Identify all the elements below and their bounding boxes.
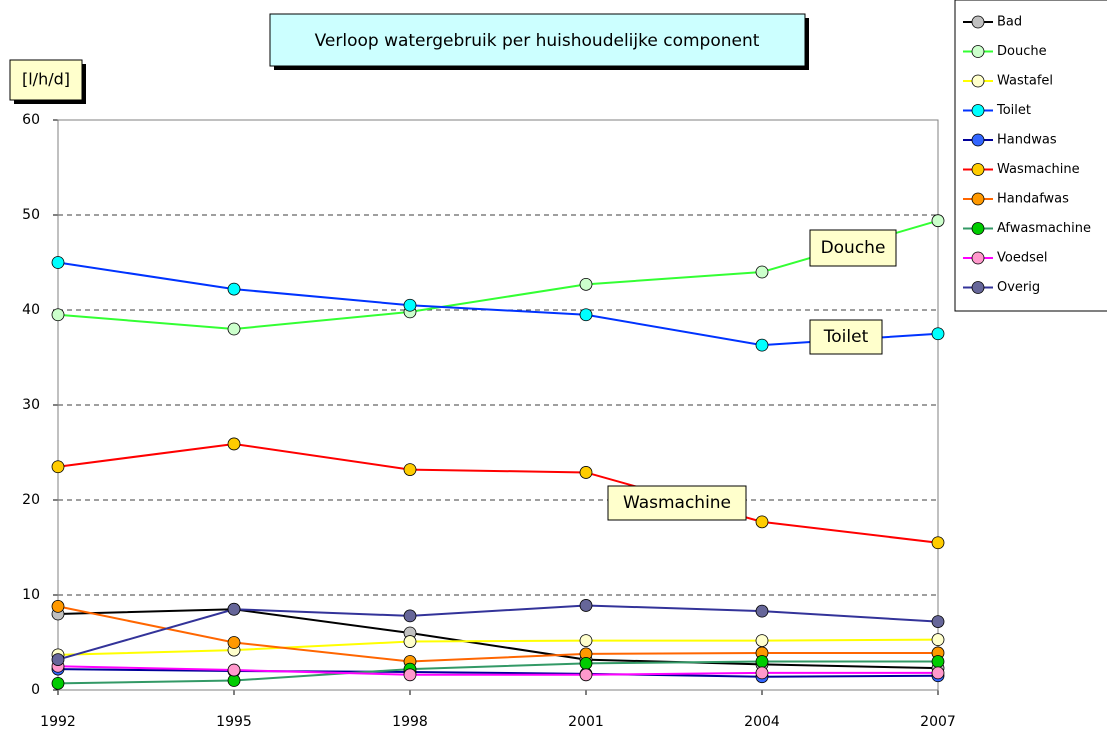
data-point	[227, 663, 241, 677]
x-tick-label: 2007	[920, 714, 956, 730]
series-line	[57, 608, 939, 670]
legend-marker	[971, 192, 985, 206]
annotation: Toilet	[823, 327, 869, 347]
data-point	[227, 282, 241, 296]
data-point	[755, 634, 769, 647]
legend-marker	[971, 163, 985, 176]
data-point	[51, 460, 65, 474]
y-tick-label: 20	[22, 492, 40, 508]
series-line	[57, 604, 939, 661]
series-line	[57, 219, 939, 331]
data-point	[931, 327, 945, 341]
x-tick-label: 1992	[40, 714, 76, 730]
x-tick-label: 1998	[392, 714, 428, 730]
data-point	[755, 655, 769, 668]
data-point	[755, 265, 769, 279]
series-line	[57, 665, 938, 676]
data-point	[579, 668, 593, 682]
data-point	[227, 322, 241, 336]
data-point	[755, 604, 769, 618]
plot-border	[57, 119, 939, 691]
y-tick-label: 0	[31, 682, 40, 698]
chart-title: Verloop watergebruik per huishoudelijke …	[315, 31, 760, 51]
x-tick-label: 2004	[744, 714, 780, 730]
data-point	[579, 599, 593, 612]
legend-label: Bad	[997, 15, 1022, 30]
data-point	[931, 214, 945, 228]
legend-marker	[971, 74, 985, 88]
data-point	[579, 277, 593, 291]
y-tick-label: 30	[22, 397, 40, 413]
legend-label: Handwas	[997, 133, 1057, 148]
x-tick-label: 2001	[568, 714, 604, 730]
legend-marker	[971, 251, 985, 265]
data-point	[51, 256, 65, 269]
legend-label: Wasmachine	[997, 162, 1080, 177]
legend-marker	[971, 15, 985, 29]
annotation-box	[607, 485, 747, 521]
data-point	[51, 676, 65, 690]
series-line	[57, 668, 939, 678]
data-point	[403, 463, 417, 477]
data-point	[403, 298, 417, 312]
data-point	[51, 308, 65, 322]
series-line	[57, 442, 939, 544]
legend-marker	[971, 104, 985, 117]
series-line	[57, 660, 938, 685]
legend-marker	[971, 222, 985, 235]
annotation: Douche	[821, 238, 886, 258]
data-point	[579, 466, 593, 479]
data-point	[403, 609, 417, 623]
series-line	[57, 605, 938, 663]
data-point	[403, 635, 417, 648]
annotation: Wasmachine	[623, 493, 731, 513]
y-label-box	[9, 59, 83, 101]
data-point	[755, 515, 769, 529]
legend-marker	[971, 45, 985, 58]
y-tick-label: 50	[22, 207, 40, 223]
legend-label: Voedsel	[997, 251, 1047, 266]
data-point	[931, 666, 945, 680]
legend-marker	[971, 133, 985, 147]
data-point	[51, 600, 65, 613]
y-tick-label: 60	[22, 112, 40, 128]
data-point	[51, 653, 65, 666]
legend-label: Douche	[997, 44, 1047, 59]
legend-label: Overig	[997, 280, 1040, 295]
x-tick-label: 1995	[216, 714, 252, 730]
data-point	[579, 657, 593, 670]
series-line	[57, 261, 939, 347]
y-tick-label: 40	[22, 302, 40, 318]
title-box	[269, 13, 806, 67]
data-point	[227, 437, 241, 451]
data-point	[579, 634, 593, 647]
legend-label: Wastafel	[997, 74, 1053, 89]
series-line	[57, 638, 939, 656]
data-point	[579, 308, 593, 322]
data-point	[755, 338, 769, 352]
data-point	[931, 536, 945, 550]
data-point	[227, 636, 241, 649]
legend-marker	[971, 281, 985, 294]
legend-label: Handafwas	[997, 192, 1069, 207]
data-point	[403, 668, 417, 682]
data-point	[931, 615, 945, 628]
legend-label: Afwasmachine	[997, 221, 1091, 236]
data-point	[755, 666, 769, 680]
y-tick-label: 10	[22, 587, 40, 603]
legend-label: Toilet	[996, 103, 1031, 118]
data-point	[931, 655, 945, 668]
annotation-box	[809, 229, 897, 267]
annotation-box	[809, 319, 883, 355]
data-point	[931, 633, 945, 647]
y-axis-label: [l/h/d]	[22, 70, 70, 89]
data-point	[227, 602, 241, 616]
